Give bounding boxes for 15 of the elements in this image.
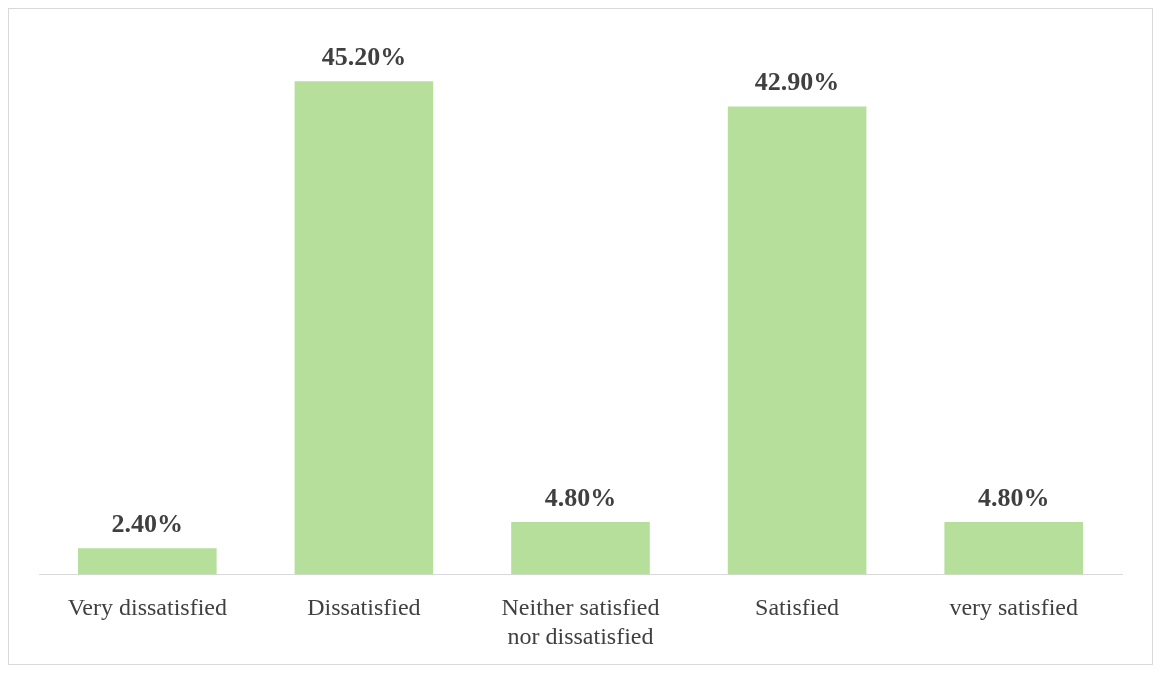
- data-label: 4.80%: [544, 482, 617, 512]
- bar: [944, 522, 1084, 575]
- data-label: 42.90%: [754, 67, 840, 97]
- data-label: 4.80%: [977, 482, 1050, 512]
- bar: [77, 548, 217, 575]
- data-label: 45.20%: [321, 42, 407, 72]
- x-tick-label: very satisfied: [949, 594, 1079, 621]
- x-tick-label: Dissatisfied: [307, 594, 421, 621]
- bar: [727, 106, 867, 575]
- data-label: 2.40%: [111, 508, 184, 538]
- x-tick-label: Very dissatisfied: [67, 594, 227, 621]
- x-tick-label: Neither satisfied nor dissatisfied: [501, 594, 660, 649]
- bar: [294, 81, 434, 575]
- bar: [511, 522, 650, 575]
- x-tick-label: Satisfied: [755, 594, 840, 621]
